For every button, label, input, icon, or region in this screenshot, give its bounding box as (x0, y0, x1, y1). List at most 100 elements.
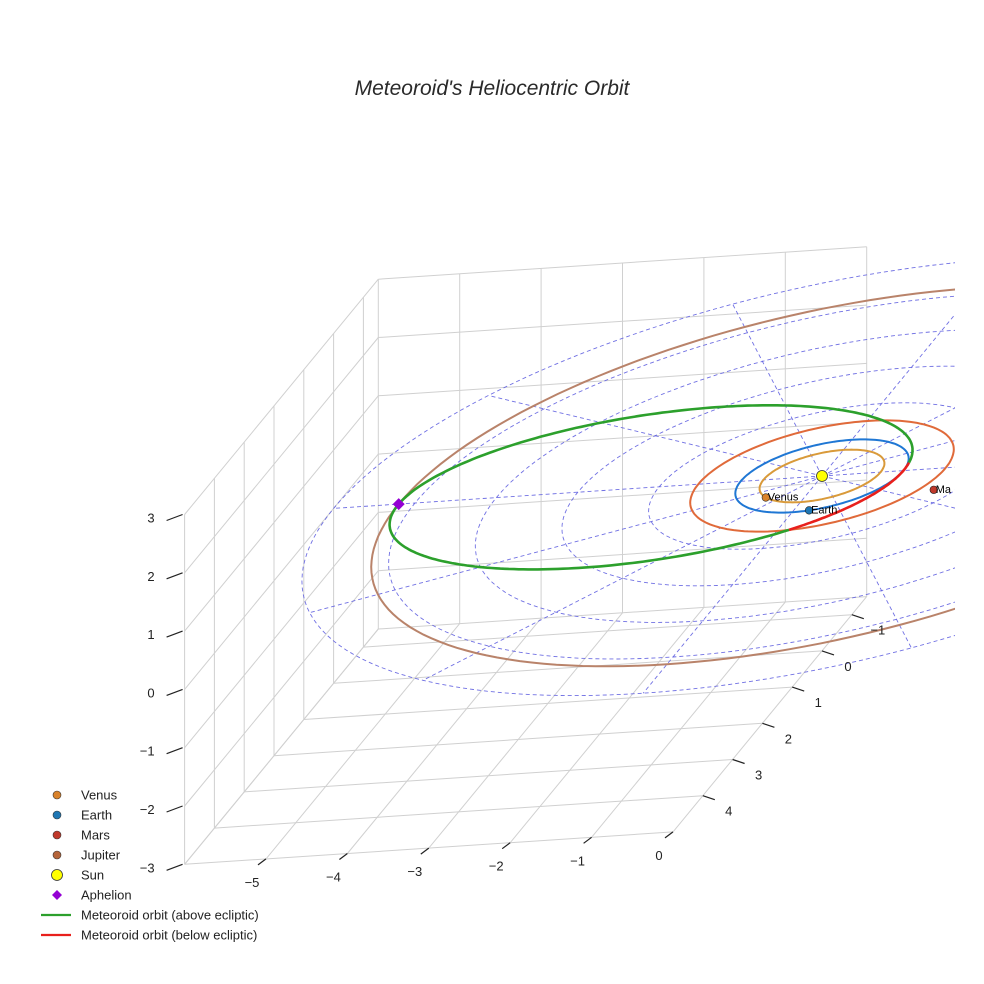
ecliptic-grid-spoke (642, 475, 823, 694)
legend-entry-sun[interactable]: Sun (51, 868, 105, 883)
grid-line (184, 570, 379, 807)
x-tick-label: −1 (570, 853, 585, 868)
legend-label: Sun (81, 868, 104, 883)
z-tick-mark (166, 863, 183, 871)
ecliptic-grid-ring (388, 295, 955, 660)
meteoroid-orbit-below (788, 462, 911, 532)
grid-line (509, 607, 705, 844)
grid-line (184, 337, 379, 574)
legend-entry-jupiter[interactable]: Jupiter (52, 848, 121, 863)
bodies: Venus Earth Ma (392, 470, 952, 516)
mars-marker (929, 485, 938, 494)
legend-marker (52, 830, 62, 840)
ecliptic-grid-ring (561, 365, 955, 587)
ecliptic-grid-ring (474, 329, 955, 623)
y-tick-mark (702, 795, 715, 801)
y-tick-mark (851, 614, 864, 620)
grid-line (244, 759, 733, 793)
axes-box (184, 246, 868, 865)
z-tick-mark (166, 630, 183, 638)
ecliptic-grid-spoke (333, 475, 823, 509)
ecliptic-grid-ring (301, 262, 955, 697)
venus-orbit (758, 448, 886, 504)
x-tick-label: −2 (489, 859, 504, 874)
grid-line (273, 722, 763, 757)
x-tick-label: −4 (326, 870, 341, 885)
grid-line (363, 614, 852, 648)
legend[interactable]: Venus Earth Mars Jupiter Sun Aphelion Meteoroi… (41, 788, 259, 943)
ecliptic-grid-spoke (821, 313, 955, 477)
meteoroid-orbit-above (388, 404, 914, 571)
grid-line (428, 612, 623, 849)
legend-entry-aphelion[interactable]: Aphelion (52, 888, 132, 903)
z-tick-mark (166, 513, 183, 522)
ecliptic-grid-spoke (821, 475, 955, 509)
z-tick-label: −3 (140, 860, 155, 875)
grid-line (184, 453, 379, 690)
legend-marker (51, 869, 63, 881)
y-tick-label: 4 (725, 804, 732, 819)
legend-label: Meteoroid orbit (below ecliptic) (81, 928, 257, 943)
grid-line (184, 395, 379, 632)
z-tick-label: −1 (140, 744, 155, 759)
z-tick-label: 3 (147, 511, 154, 526)
sun-marker (816, 470, 828, 482)
venus-marker (761, 493, 770, 502)
y-tick-label: 3 (755, 768, 762, 783)
legend-marker (52, 850, 62, 860)
x-tick-label: −3 (407, 864, 422, 879)
legend-marker (52, 790, 62, 800)
ecliptic-grid-spoke (821, 407, 955, 477)
x-tick-mark (420, 847, 430, 855)
legend-label: Mars (81, 828, 110, 843)
grid-line (184, 278, 379, 515)
grid-line (378, 304, 867, 338)
legend-entry-earth[interactable]: Earth (52, 808, 112, 823)
ticks: 3 2 1 0 −1 −2 −3 −5 −4 −3 −2 −1 0 −1 0 1 2 3 4 (140, 511, 885, 890)
y-tick-mark (762, 722, 775, 728)
x-tick-label: 0 (655, 848, 662, 863)
grid-line (184, 628, 379, 865)
legend-marker (52, 890, 62, 900)
aphelion-marker (392, 498, 405, 511)
legend-label: Aphelion (81, 888, 132, 903)
legend-entry-venus[interactable]: Venus (52, 788, 118, 803)
x-tick-label: −5 (245, 875, 260, 890)
ecliptic-grid-spoke (488, 395, 823, 477)
legend-entry-meteoroid-orbit-above-ecliptic[interactable]: Meteoroid orbit (above ecliptic) (41, 908, 259, 923)
legend-label: Earth (81, 808, 112, 823)
legend-label: Venus (81, 788, 118, 803)
y-tick-label: −1 (870, 623, 885, 638)
grid-line (672, 596, 868, 833)
legend-marker (52, 810, 62, 820)
grid-line (591, 601, 786, 838)
x-tick-mark (583, 836, 592, 844)
ecliptic-grid-spoke (309, 475, 823, 614)
ecliptic-grid-spoke (821, 475, 912, 649)
venus-label: Venus (768, 492, 799, 504)
y-tick-label: 2 (785, 731, 792, 746)
legend-entry-meteoroid-orbit-below-ecliptic[interactable]: Meteoroid orbit (below ecliptic) (41, 928, 257, 943)
grid-line (378, 246, 867, 280)
chart-title: Meteoroid's Heliocentric Orbit (355, 77, 631, 100)
y-tick-mark (792, 686, 805, 692)
earth-orbit (734, 438, 910, 514)
grid-line (214, 795, 703, 829)
earth-marker (804, 506, 814, 515)
z-tick-label: 2 (147, 569, 154, 584)
y-tick-label: 0 (844, 659, 851, 674)
mars-label: Ma (936, 484, 952, 496)
legend-label: Jupiter (81, 848, 121, 863)
ecliptic-grid-spoke (422, 475, 823, 681)
z-tick-label: 1 (147, 627, 154, 642)
y-tick-mark (821, 650, 835, 656)
x-tick-mark (501, 842, 511, 850)
z-tick-mark (166, 747, 183, 755)
ecliptic-grid-spoke (732, 303, 823, 477)
z-tick-label: −2 (140, 802, 155, 817)
y-tick-label: 1 (815, 695, 822, 710)
legend-entry-mars[interactable]: Mars (52, 828, 110, 843)
mars-orbit (689, 419, 955, 533)
grid-line (303, 686, 793, 720)
